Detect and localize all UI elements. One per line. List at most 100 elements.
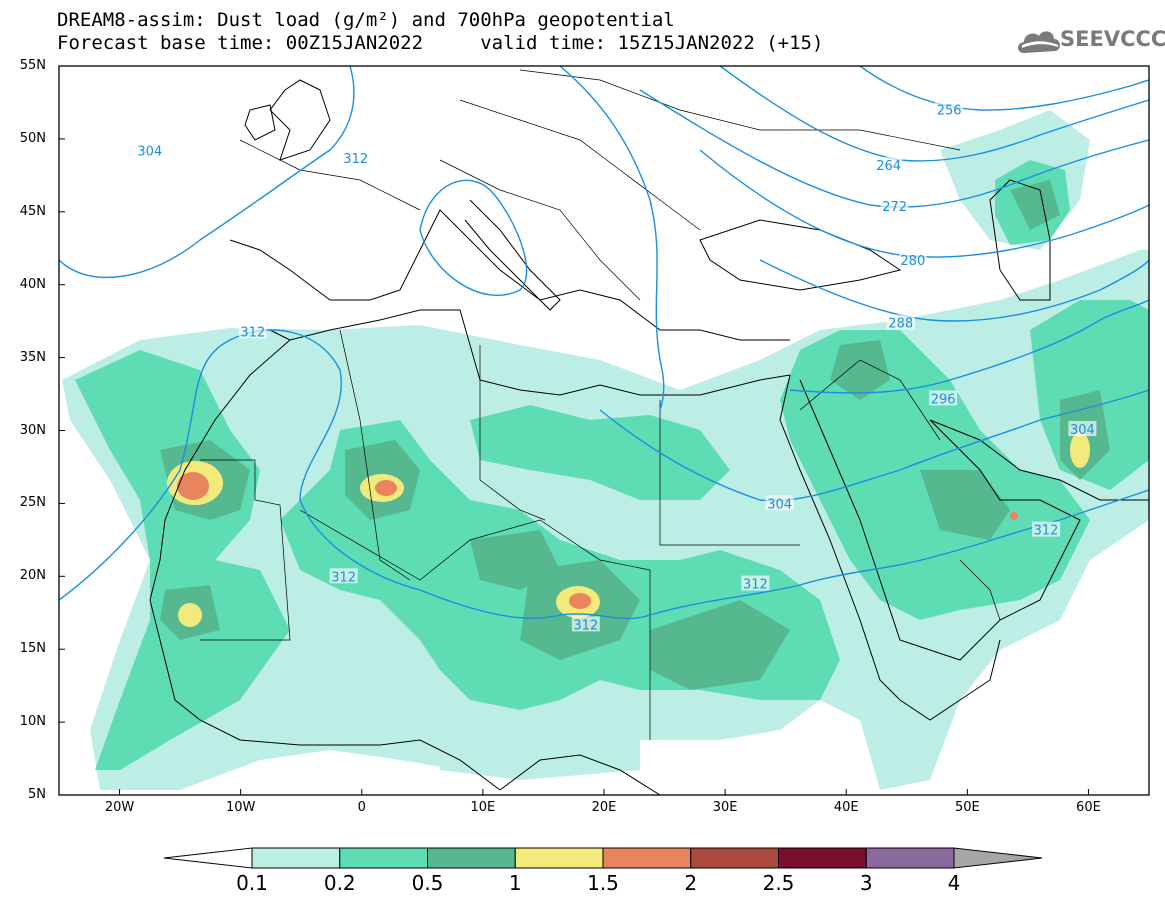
- coastlines: [149, 69, 1149, 795]
- contour-label: 288: [888, 317, 913, 332]
- lon-label: 0: [357, 800, 366, 815]
- dust-band-medium-west: [75, 350, 290, 770]
- colorbar-label: 0.1: [236, 871, 268, 895]
- contour-label-bg: [238, 323, 267, 339]
- contour-296: [789, 299, 1149, 394]
- dust-fields: [62, 110, 1149, 790]
- contour-label: 296: [931, 392, 956, 407]
- border-7: [959, 559, 1001, 621]
- colorbar-bin: [602, 847, 692, 869]
- coast-uk: [269, 79, 331, 161]
- border-6: [339, 329, 411, 581]
- contour-label-bg: [341, 149, 370, 165]
- contour-label: 312: [743, 578, 768, 593]
- colorbar-label: 1: [508, 871, 522, 895]
- lat-label: 40N: [19, 276, 46, 292]
- contour-label: 304: [1070, 423, 1095, 438]
- colorbar-label: 0.5: [411, 871, 444, 895]
- contour-label: 312: [331, 570, 356, 585]
- lat-label: 25N: [19, 495, 46, 511]
- lon-label: 20E: [591, 800, 617, 815]
- lon-label: 40E: [833, 800, 859, 815]
- coast-africa-west: [149, 329, 501, 791]
- coast-east-africa: [899, 639, 1001, 721]
- contour-280: [699, 149, 1149, 258]
- lat-label: 30N: [19, 422, 46, 438]
- contour-label-bg: [1032, 521, 1061, 537]
- contour-label-bg: [329, 568, 358, 584]
- border-4: [799, 359, 941, 441]
- contour-label-bg: [571, 616, 600, 632]
- contour-label-bg: [935, 101, 964, 117]
- contour-label-bg: [741, 575, 770, 591]
- axis-ticks: [59, 65, 1089, 796]
- map-title: DREAM8-assim: Dust load (g/m²) and 700hP…: [57, 9, 675, 31]
- contour-label-bg: [886, 314, 915, 330]
- contour-304-south: [599, 389, 1149, 502]
- contour-label-bg: [1068, 421, 1097, 437]
- lon-label: 10W: [225, 800, 256, 815]
- colorbar-label: 2: [684, 871, 698, 895]
- lat-label: 35N: [19, 349, 46, 365]
- contour-label-bg: [880, 197, 909, 213]
- border-5: [479, 345, 546, 521]
- dust-band-medium-chad: [470, 405, 730, 500]
- contour-312-europe: [419, 179, 528, 296]
- colorbar-bin: [339, 847, 428, 869]
- border-1: [299, 509, 651, 740]
- colorbar-bin: [778, 847, 867, 869]
- contour-label-bg: [874, 157, 903, 173]
- contour-label: 312: [343, 152, 368, 167]
- contour-labels: 304 312 312 312 312 312 304 312 304 296 288 280 272 2…: [135, 101, 1097, 633]
- colorbar-label: 4: [947, 871, 961, 895]
- lat-label: 15N: [19, 641, 46, 657]
- contour-label-bg: [929, 390, 958, 406]
- geopotential-contours: [59, 66, 1149, 620]
- contour-label-bg: [765, 495, 794, 511]
- coast-caspian: [989, 179, 1051, 301]
- colorbar-bin: [514, 847, 604, 869]
- dust-hotspot-6: [1010, 512, 1018, 520]
- colorbar-bin: [690, 847, 779, 869]
- border-8: [459, 99, 701, 231]
- border-3: [659, 400, 800, 546]
- lon-label: 50E: [954, 800, 980, 815]
- contour-264: [719, 66, 1149, 162]
- border-2: [200, 459, 291, 641]
- contour-label: 312: [240, 325, 265, 340]
- map-subtitle: Forecast base time: 00Z15JAN2022 valid t…: [57, 32, 824, 54]
- seevccc-logo: [1018, 31, 1060, 53]
- colorbar-label: 3: [859, 871, 873, 895]
- colorbar-label: 0.2: [323, 871, 356, 895]
- coast-ireland: [244, 104, 276, 141]
- dust-hotspot-5: [1070, 432, 1090, 468]
- coast-italy: [464, 199, 561, 311]
- lat-label: 20N: [19, 568, 46, 584]
- border-9: [439, 159, 641, 301]
- coast-europe: [229, 209, 790, 341]
- contour-label: 312: [1034, 524, 1059, 539]
- colorbar-bin: [251, 847, 341, 869]
- coast-gulf-guinea: [499, 754, 661, 795]
- contour-outer: [559, 66, 665, 411]
- contour-288: [759, 259, 1149, 322]
- dust-band-dense-8: [1010, 180, 1060, 230]
- lon-label: 60E: [1076, 800, 1101, 815]
- contour-256: [859, 66, 1149, 111]
- colorbar-bin: [865, 847, 955, 869]
- contour-label-bg: [898, 251, 927, 267]
- coast-iran: [929, 419, 1149, 501]
- contour-272: [639, 89, 1149, 208]
- colorbar-label: 2.5: [762, 871, 795, 895]
- dust-hotspot-4: [178, 603, 202, 627]
- contour-label: 280: [900, 254, 925, 269]
- contour-label: 304: [137, 145, 162, 160]
- colorbar-bin: [427, 847, 516, 869]
- lon-label: 10E: [470, 800, 496, 815]
- dust-band-dense-9: [830, 340, 890, 400]
- lat-label: 10N: [19, 714, 46, 730]
- contour-label: 264: [876, 159, 901, 174]
- cloud-swoosh-icon: [1022, 41, 1058, 48]
- contour-304-west: [59, 66, 355, 279]
- coast-red-sea: [779, 374, 901, 701]
